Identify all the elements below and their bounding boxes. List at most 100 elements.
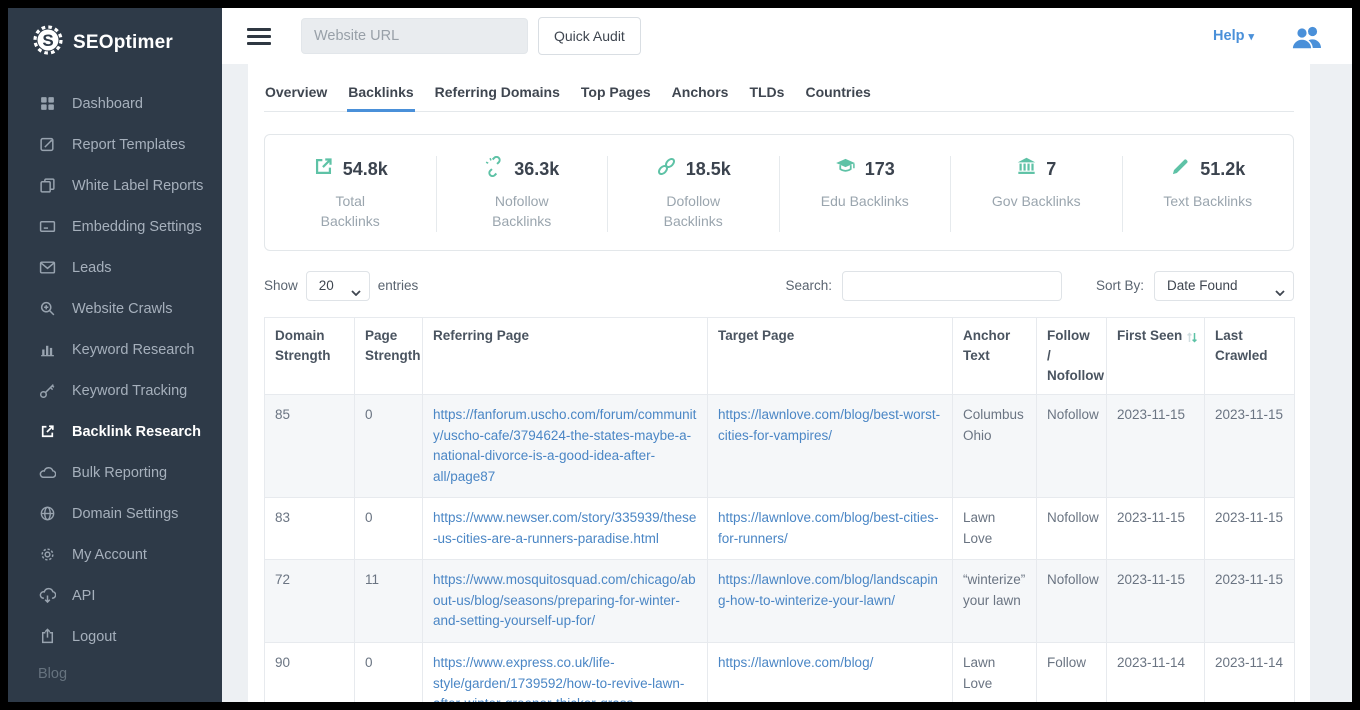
cell-anchor-text: Columbus Ohio bbox=[952, 394, 1037, 499]
link-icon bbox=[656, 156, 677, 182]
search-label: Search: bbox=[785, 278, 832, 294]
backlink-stats-panel: 54.8k Total Backlinks 36.3k Nofollow Bac… bbox=[264, 134, 1294, 251]
cell-last-crawled: 2023-11-15 bbox=[1204, 559, 1295, 643]
sidebar-item-label: Leads bbox=[72, 259, 112, 276]
column-header-follow-nofollow[interactable]: Follow / Nofollow bbox=[1036, 316, 1107, 396]
column-header-anchor-text[interactable]: Anchor Text bbox=[952, 316, 1037, 396]
target-page-link[interactable]: https://lawnlove.com/blog/best-cities-fo… bbox=[718, 510, 939, 546]
target-page-link[interactable]: https://lawnlove.com/blog/best-worst-cit… bbox=[718, 407, 941, 443]
external-link-icon bbox=[313, 156, 334, 182]
sort-by-label: Sort By: bbox=[1095, 278, 1144, 294]
sidebar-item-api[interactable]: API bbox=[8, 575, 222, 616]
website-url-input[interactable] bbox=[301, 18, 528, 54]
sidebar-item-label: White Label Reports bbox=[72, 177, 204, 194]
pencil-icon bbox=[1170, 156, 1191, 182]
cell-follow: Follow bbox=[1036, 641, 1107, 702]
column-header-page-strength[interactable]: Page Strength bbox=[354, 316, 423, 396]
cell-first-seen: 2023-11-15 bbox=[1106, 559, 1205, 643]
seoptimer-gear-icon: S bbox=[32, 24, 64, 61]
sidebar: S SEOptimer Dashboard Report Templates bbox=[8, 8, 222, 702]
sidebar-item-blog[interactable]: Blog bbox=[38, 666, 68, 682]
column-header-target-page[interactable]: Target Page bbox=[707, 316, 953, 396]
sidebar-item-keyword-research[interactable]: Keyword Research bbox=[8, 329, 222, 370]
account-users-icon[interactable] bbox=[1290, 24, 1324, 49]
report-tabs: Overview Backlinks Referring Domains Top… bbox=[264, 78, 1294, 112]
dashboard-icon bbox=[38, 95, 56, 112]
stat-label: Nofollow Backlinks bbox=[492, 193, 552, 230]
help-label: Help bbox=[1213, 28, 1245, 44]
cell-page-strength: 11 bbox=[354, 559, 423, 643]
entries-per-page-select[interactable]: 20 bbox=[305, 270, 370, 301]
sidebar-item-label: Keyword Research bbox=[72, 341, 195, 358]
help-menu[interactable]: Help ▾ bbox=[1213, 28, 1254, 44]
cell-first-seen: 2023-11-15 bbox=[1106, 497, 1205, 561]
search-input[interactable] bbox=[841, 270, 1062, 301]
show-label: Show bbox=[264, 278, 298, 294]
key-icon bbox=[38, 382, 56, 399]
referring-page-link[interactable]: https://www.mosquitosquad.com/chicago/ab… bbox=[433, 572, 696, 629]
brand-logo[interactable]: S SEOptimer bbox=[8, 8, 222, 73]
table-header-row: Domain Strength Page Strength Referring … bbox=[264, 316, 1295, 396]
tab-anchors[interactable]: Anchors bbox=[671, 84, 729, 100]
stat-total-backlinks: 54.8k Total Backlinks bbox=[265, 156, 437, 232]
table-controls: Show 20 entries Search: Sort By: Date Fo… bbox=[264, 270, 1294, 301]
tab-overview[interactable]: Overview bbox=[265, 84, 328, 100]
target-page-link[interactable]: https://lawnlove.com/blog/ bbox=[718, 654, 874, 670]
sidebar-item-dashboard[interactable]: Dashboard bbox=[8, 83, 222, 124]
cell-last-crawled: 2023-11-15 bbox=[1204, 497, 1295, 561]
brand-name: SEOptimer bbox=[73, 31, 173, 53]
cloud-download-icon bbox=[38, 587, 56, 604]
sidebar-item-domain-settings[interactable]: Domain Settings bbox=[8, 493, 222, 534]
stat-gov-backlinks: 7 Gov Backlinks bbox=[951, 156, 1123, 232]
column-header-referring-page[interactable]: Referring Page bbox=[422, 316, 708, 396]
sidebar-item-backlink-research[interactable]: Backlink Research bbox=[8, 411, 222, 452]
sidebar-item-bulk-reporting[interactable]: Bulk Reporting bbox=[8, 452, 222, 493]
column-header-last-crawled[interactable]: Last Crawled bbox=[1204, 316, 1295, 396]
stat-value: 36.3k bbox=[514, 158, 560, 179]
sort-by-select[interactable]: Date Found bbox=[1154, 270, 1294, 301]
referring-page-link[interactable]: https://www.newser.com/story/335939/thes… bbox=[433, 510, 697, 546]
sidebar-item-white-label-reports[interactable]: White Label Reports bbox=[8, 165, 222, 206]
sidebar-item-keyword-tracking[interactable]: Keyword Tracking bbox=[8, 370, 222, 411]
backlinks-table: Domain Strength Page Strength Referring … bbox=[264, 316, 1295, 702]
sidebar-item-embedding-settings[interactable]: Embedding Settings bbox=[8, 206, 222, 247]
cell-follow: Nofollow bbox=[1036, 394, 1107, 499]
tab-top-pages[interactable]: Top Pages bbox=[580, 84, 651, 100]
stat-label: Edu Backlinks bbox=[820, 193, 909, 209]
search-plus-icon bbox=[38, 300, 56, 317]
quick-audit-button[interactable]: Quick Audit bbox=[538, 17, 641, 55]
sidebar-item-label: Backlink Research bbox=[72, 423, 201, 440]
target-page-link[interactable]: https://lawnlove.com/blog/landscaping-ho… bbox=[718, 572, 938, 608]
cell-page-strength: 0 bbox=[354, 394, 423, 499]
referring-page-link[interactable]: https://fanforum.uscho.com/forum/communi… bbox=[433, 407, 697, 484]
hamburger-menu-icon[interactable] bbox=[247, 27, 271, 45]
sidebar-item-logout[interactable]: Logout bbox=[8, 616, 222, 657]
table-row: 83 0 https://www.newser.com/story/335939… bbox=[264, 497, 1295, 561]
tab-countries[interactable]: Countries bbox=[805, 84, 871, 100]
tab-backlinks[interactable]: Backlinks bbox=[347, 78, 415, 112]
tab-tlds[interactable]: TLDs bbox=[749, 84, 785, 100]
column-header-domain-strength[interactable]: Domain Strength bbox=[264, 316, 355, 396]
cell-follow: Nofollow bbox=[1036, 497, 1107, 561]
stat-value: 18.5k bbox=[685, 158, 731, 179]
stat-value: 7 bbox=[1046, 158, 1057, 179]
sidebar-item-my-account[interactable]: My Account bbox=[8, 534, 222, 575]
stat-value: 54.8k bbox=[342, 158, 388, 179]
cell-domain-strength: 85 bbox=[264, 394, 355, 499]
sidebar-item-label: Website Crawls bbox=[72, 300, 173, 317]
stat-label: Gov Backlinks bbox=[991, 193, 1081, 209]
column-header-first-seen[interactable]: First Seen bbox=[1106, 316, 1205, 396]
cell-anchor-text: “winterize” your lawn bbox=[952, 559, 1037, 643]
sidebar-item-label: My Account bbox=[72, 546, 147, 563]
chevron-down-icon bbox=[1275, 284, 1285, 299]
sidebar-item-leads[interactable]: Leads bbox=[8, 247, 222, 288]
sidebar-item-report-templates[interactable]: Report Templates bbox=[8, 124, 222, 165]
external-link-icon bbox=[38, 423, 56, 440]
stat-nofollow-backlinks: 36.3k Nofollow Backlinks bbox=[437, 155, 608, 232]
tab-referring-domains[interactable]: Referring Domains bbox=[434, 84, 560, 100]
broken-link-icon bbox=[484, 155, 505, 182]
referring-page-link[interactable]: https://www.express.co.uk/life-style/gar… bbox=[433, 654, 685, 702]
sidebar-item-website-crawls[interactable]: Website Crawls bbox=[8, 288, 222, 329]
entries-per-page-value: 20 bbox=[318, 278, 334, 294]
cell-domain-strength: 90 bbox=[264, 641, 355, 702]
